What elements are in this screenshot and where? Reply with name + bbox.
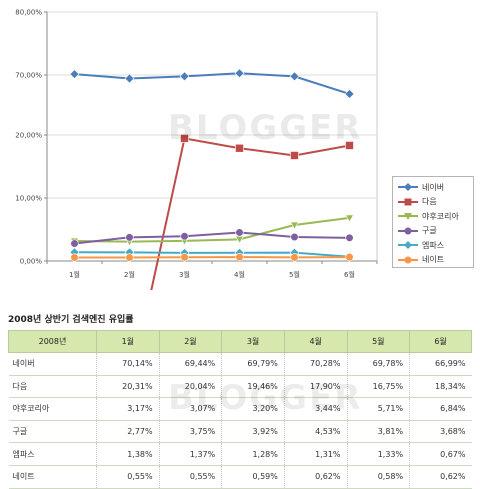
table-header-cell: 2008년 <box>9 331 97 353</box>
row-label: 다음 <box>9 375 97 398</box>
data-point <box>71 240 79 248</box>
table-cell: 3,92% <box>222 420 285 443</box>
legend-swatch <box>397 255 419 265</box>
table-cell: 1,31% <box>284 443 347 466</box>
table-cell: 3,17% <box>97 398 160 421</box>
data-point <box>236 229 244 237</box>
data-point <box>126 234 134 242</box>
legend-item: 네이버 <box>397 180 473 195</box>
row-label: 엠파스 <box>9 443 97 466</box>
table-header-cell: 5월 <box>347 331 410 353</box>
data-point <box>126 254 134 262</box>
table-cell: 1,28% <box>222 443 285 466</box>
data-point <box>346 253 354 261</box>
y-tick-label: 10,00% <box>15 195 42 203</box>
row-label: 네이버 <box>9 353 97 376</box>
table-cell: 0,62% <box>410 465 472 488</box>
table-cell: 69,78% <box>347 353 410 376</box>
data-point <box>181 253 189 261</box>
plot-area <box>47 12 377 261</box>
data-point <box>236 144 244 152</box>
y-tick-label: 20,00% <box>15 132 42 140</box>
table-header-cell: 2월 <box>159 331 222 353</box>
legend-label: 엠파스 <box>422 240 444 251</box>
y-tick-label: 70,00% <box>15 72 42 80</box>
table-header-cell: 3월 <box>222 331 285 353</box>
table-cell: 70,28% <box>284 353 347 376</box>
table-cell: 0,55% <box>159 465 222 488</box>
data-point <box>346 234 354 242</box>
row-label: 네이트 <box>9 465 97 488</box>
y-tick-label: 80,00% <box>15 9 42 17</box>
x-tick-label: 4월 <box>234 270 245 279</box>
row-label: 구글 <box>9 420 97 443</box>
legend-item: 네이트 <box>397 253 473 268</box>
row-label: 야후코리아 <box>9 398 97 421</box>
table-cell: 0,58% <box>347 465 410 488</box>
data-point <box>291 233 299 241</box>
x-tick-label: 1월 <box>69 270 80 279</box>
table-cell: 3,75% <box>159 420 222 443</box>
legend-swatch <box>397 182 419 192</box>
legend-item: 엠파스 <box>397 238 473 253</box>
data-point <box>236 253 244 261</box>
table-cell: 1,33% <box>347 443 410 466</box>
legend-item: 구글 <box>397 224 473 239</box>
legend-label: 구글 <box>422 225 437 236</box>
legend-swatch <box>397 197 419 207</box>
legend-swatch <box>397 211 419 221</box>
table-cell: 0,59% <box>222 465 285 488</box>
table-cell: 66,99% <box>410 353 472 376</box>
y-tick-label: 0,00% <box>20 258 43 266</box>
watermark-bottom: BLOGGER <box>168 378 363 418</box>
table-cell: 0,62% <box>284 465 347 488</box>
table-cell: 0,67% <box>410 443 472 466</box>
legend-label: 다음 <box>422 196 437 207</box>
line-chart: 0,00% 10,00% 20,00% 70,00% 80,00% 1월 2월 3월 4월 5월 6… <box>0 0 480 290</box>
legend-swatch <box>397 226 419 236</box>
data-point <box>291 151 299 159</box>
table-title: 2008년 상반기 검색엔진 유입률 <box>8 312 134 325</box>
table-cell: 69,79% <box>222 353 285 376</box>
table-header-cell: 1월 <box>97 331 160 353</box>
table-cell: 18,34% <box>410 375 472 398</box>
data-point <box>181 233 189 241</box>
table-cell: 4,53% <box>284 420 347 443</box>
data-point <box>181 134 189 142</box>
table-cell: 6,84% <box>410 398 472 421</box>
x-tick-label: 2월 <box>124 270 135 279</box>
table-cell: 2,77% <box>97 420 160 443</box>
table-cell: 1,38% <box>97 443 160 466</box>
data-point <box>291 254 299 262</box>
table-cell: 3,81% <box>347 420 410 443</box>
legend-swatch <box>397 240 419 250</box>
table-cell: 20,31% <box>97 375 160 398</box>
x-tick-label: 3월 <box>179 270 190 279</box>
table-header-cell: 4월 <box>284 331 347 353</box>
legend-item: 다음 <box>397 195 473 210</box>
table-cell: 3,68% <box>410 420 472 443</box>
table-cell: 0,55% <box>97 465 160 488</box>
data-point <box>346 141 354 149</box>
table-cell: 1,37% <box>159 443 222 466</box>
x-tick-label: 5월 <box>289 270 300 279</box>
x-tick-label: 6월 <box>344 270 355 279</box>
legend-item: 야후코리아 <box>397 209 473 224</box>
legend-label: 야후코리아 <box>422 211 459 222</box>
legend-label: 네이트 <box>422 254 444 265</box>
legend-label: 네이버 <box>422 182 444 193</box>
table-header-cell: 6월 <box>410 331 472 353</box>
table-cell: 69,44% <box>159 353 222 376</box>
table-cell: 70,14% <box>97 353 160 376</box>
data-point <box>71 254 79 262</box>
